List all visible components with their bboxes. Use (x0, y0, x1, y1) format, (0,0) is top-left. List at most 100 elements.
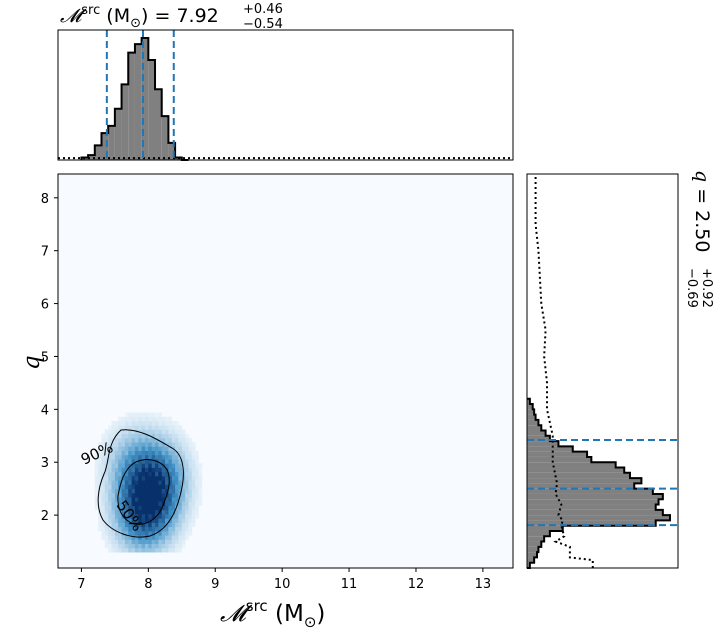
density-cell (114, 442, 119, 447)
density-cell (128, 412, 132, 418)
density-cell (151, 454, 156, 460)
density-cell (108, 425, 112, 430)
density-cell (114, 514, 119, 519)
density-cell (175, 437, 179, 443)
density-cell (151, 531, 156, 536)
density-cell (188, 531, 193, 536)
density-cell (188, 514, 193, 519)
density-cell (155, 412, 159, 418)
density-cell (178, 509, 183, 515)
density-cell (155, 429, 159, 434)
density-cell (128, 480, 132, 485)
mass-ratio-upper-error: +0.92 (699, 268, 714, 308)
density-cell (148, 446, 152, 451)
density-cell (148, 484, 152, 489)
density-cell (158, 505, 163, 511)
density-cell (108, 539, 112, 544)
mass-ratio-bar (527, 493, 663, 500)
density-cell (114, 543, 119, 549)
density-cell (111, 459, 116, 464)
density-cell (111, 543, 116, 549)
x-tick-label: 8 (144, 577, 152, 592)
density-cell (198, 488, 203, 494)
density-cell (145, 488, 149, 494)
density-cell (124, 497, 129, 502)
density-cell (161, 509, 166, 515)
density-cell (124, 471, 129, 477)
density-cell (148, 480, 152, 485)
density-cell (168, 450, 173, 456)
density-cell (188, 484, 193, 489)
density-cell (121, 437, 126, 443)
density-cell (101, 471, 106, 477)
density-cell (195, 509, 199, 515)
density-cell (178, 547, 183, 553)
density-cell (98, 442, 102, 447)
density-cell (161, 518, 166, 523)
density-cell (138, 488, 142, 494)
density-cell (165, 497, 169, 502)
density-cell (128, 501, 132, 506)
density-cell (148, 522, 152, 528)
density-cell (138, 543, 142, 549)
density-cell (131, 480, 136, 485)
density-cell (114, 526, 119, 532)
density-cell (104, 442, 109, 447)
density-cell (175, 497, 179, 502)
density-cell (185, 463, 189, 468)
density-cell (171, 501, 176, 506)
density-cell (165, 484, 169, 489)
density-cell (121, 476, 126, 481)
density-cell (188, 518, 193, 523)
density-cell (145, 518, 149, 523)
density-cell (98, 476, 102, 481)
y-tick-label: 8 (41, 192, 49, 207)
density-cell (114, 433, 119, 439)
mass-ratio-bar (527, 530, 550, 537)
density-cell (168, 543, 173, 549)
density-cell (104, 484, 109, 489)
density-cell (124, 416, 129, 422)
density-cell (188, 509, 193, 515)
density-cell (124, 535, 129, 540)
density-cell (128, 454, 132, 460)
density-cell (195, 497, 199, 502)
density-cell (131, 442, 136, 447)
density-cell (175, 480, 179, 485)
density-cell (124, 509, 129, 515)
density-cell (191, 518, 196, 523)
density-cell (165, 526, 169, 532)
density-cell (121, 484, 126, 489)
density-cell (124, 547, 129, 553)
density-cell (188, 442, 193, 447)
density-cell (141, 547, 146, 553)
density-cell (128, 467, 132, 473)
density-cell (151, 450, 156, 456)
density-cell (185, 514, 189, 519)
density-cell (114, 450, 119, 456)
density-cell (171, 509, 176, 515)
density-cell (171, 535, 176, 540)
mass-ratio-title: q = 2.50 +0.92−0.69 (684, 170, 714, 308)
density-cell (131, 543, 136, 549)
chirp-mass-bar (88, 155, 95, 160)
density-cell (114, 484, 119, 489)
density-cell (118, 429, 122, 434)
density-cell (148, 492, 152, 498)
density-cell (101, 467, 106, 473)
density-cell (161, 522, 166, 528)
density-cell (191, 454, 196, 460)
density-cell (165, 547, 169, 553)
density-cell (175, 446, 179, 451)
density-cell (185, 531, 189, 536)
density-cell (145, 429, 149, 434)
density-cell (108, 476, 112, 481)
density-cell (114, 509, 119, 515)
density-cell (188, 501, 193, 506)
mass-ratio-histogram (526, 173, 679, 569)
density-cell (158, 425, 163, 430)
density-cell (181, 437, 186, 443)
density-cell (171, 539, 176, 544)
density-cell (175, 547, 179, 553)
density-cell (138, 412, 142, 418)
